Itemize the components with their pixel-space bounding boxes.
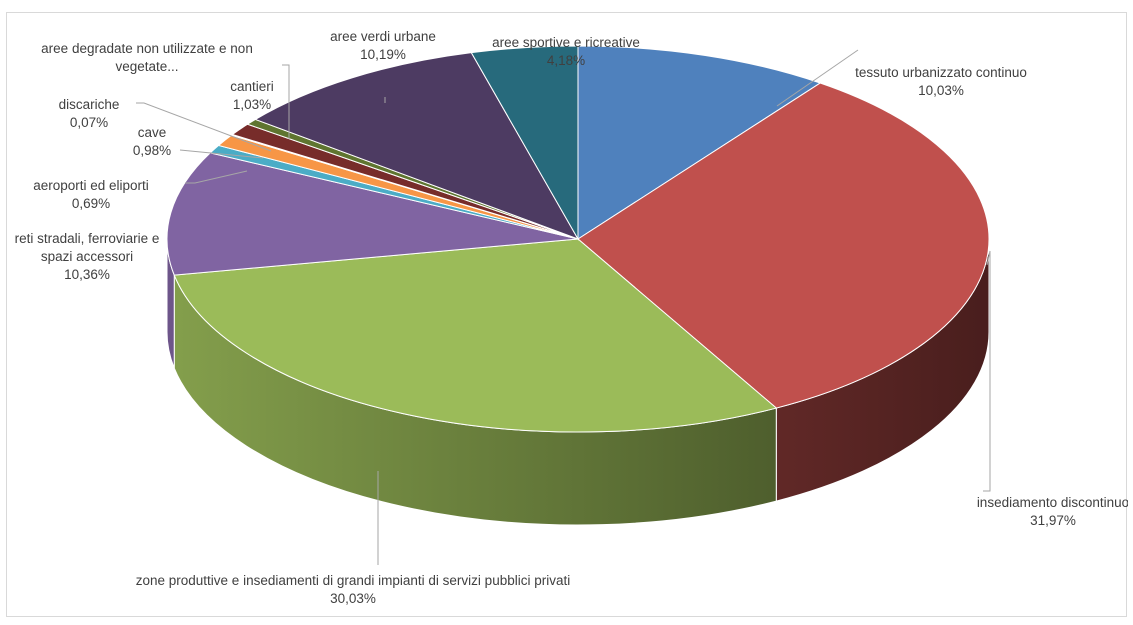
- pie-slice-aree-verdi-urbane[interactable]: [254, 52, 580, 240]
- leader-lines: [136, 49, 991, 565]
- chart-frame: tessuto urbanizzato continuo 10,03% insedi…: [6, 12, 1128, 617]
- data-labels: tessuto urbanizzato continuo 10,03% insedi…: [15, 29, 1128, 606]
- pie-chart: tessuto urbanizzato continuo 10,03% insedi…: [15, 29, 1128, 606]
- data-label-insediamento-discontinuo: insediamento discontinuo 31,97%: [977, 495, 1128, 528]
- leader-line-insediamento-discontinuo: [983, 250, 991, 492]
- leader-line-aree-degradate-non-utilizzate-e-non-vege: [282, 64, 290, 139]
- pie-tops: [166, 45, 990, 433]
- data-label-zone-produttive-e-insediamenti-di-grandi: zone produttive e insediamenti di grandi…: [136, 573, 570, 606]
- data-label-cantieri: cantieri 1,03%: [230, 79, 274, 112]
- pie-slice-tessuto-urbanizzato-continuo[interactable]: [577, 45, 822, 240]
- data-label-aree-sportive-e-ricreative: aree sportive e ricreative 4,18%: [492, 35, 640, 68]
- pie-slice-insediamento-discontinuo[interactable]: [577, 82, 990, 409]
- data-label-reti-stradali-ferroviarie-e-spazi-access: reti stradali, ferroviarie e spazi access…: [15, 231, 160, 282]
- pie-slice-reti-stradali-ferroviarie-e-spazi-access[interactable]: [166, 152, 579, 276]
- leader-line-aeroporti-ed-eliporti: [185, 170, 248, 184]
- leader-line-cave: [179, 149, 264, 159]
- data-label-aeroporti-ed-eliporti: aeroporti ed eliporti 0,69%: [33, 178, 149, 211]
- data-label-aree-verdi-urbane: aree verdi urbane 10,19%: [330, 29, 436, 62]
- leader-line-tessuto-urbanizzato-continuo: [776, 49, 859, 107]
- data-label-cave: cave 0,98%: [133, 125, 171, 158]
- data-label-aree-degradate-non-utilizzate-e-non-vege: aree degradate non utilizzate e non veget…: [41, 41, 253, 74]
- data-label-discariche: discariche 0,07%: [59, 97, 120, 130]
- pie-slice-aree-sportive-e-ricreative[interactable]: [470, 45, 579, 241]
- pie-slice-zone-produttive-e-insediamenti-di-grandi[interactable]: [173, 238, 778, 433]
- data-label-tessuto-urbanizzato-continuo: tessuto urbanizzato continuo 10,03%: [855, 65, 1027, 98]
- leader-line-discariche: [136, 102, 272, 152]
